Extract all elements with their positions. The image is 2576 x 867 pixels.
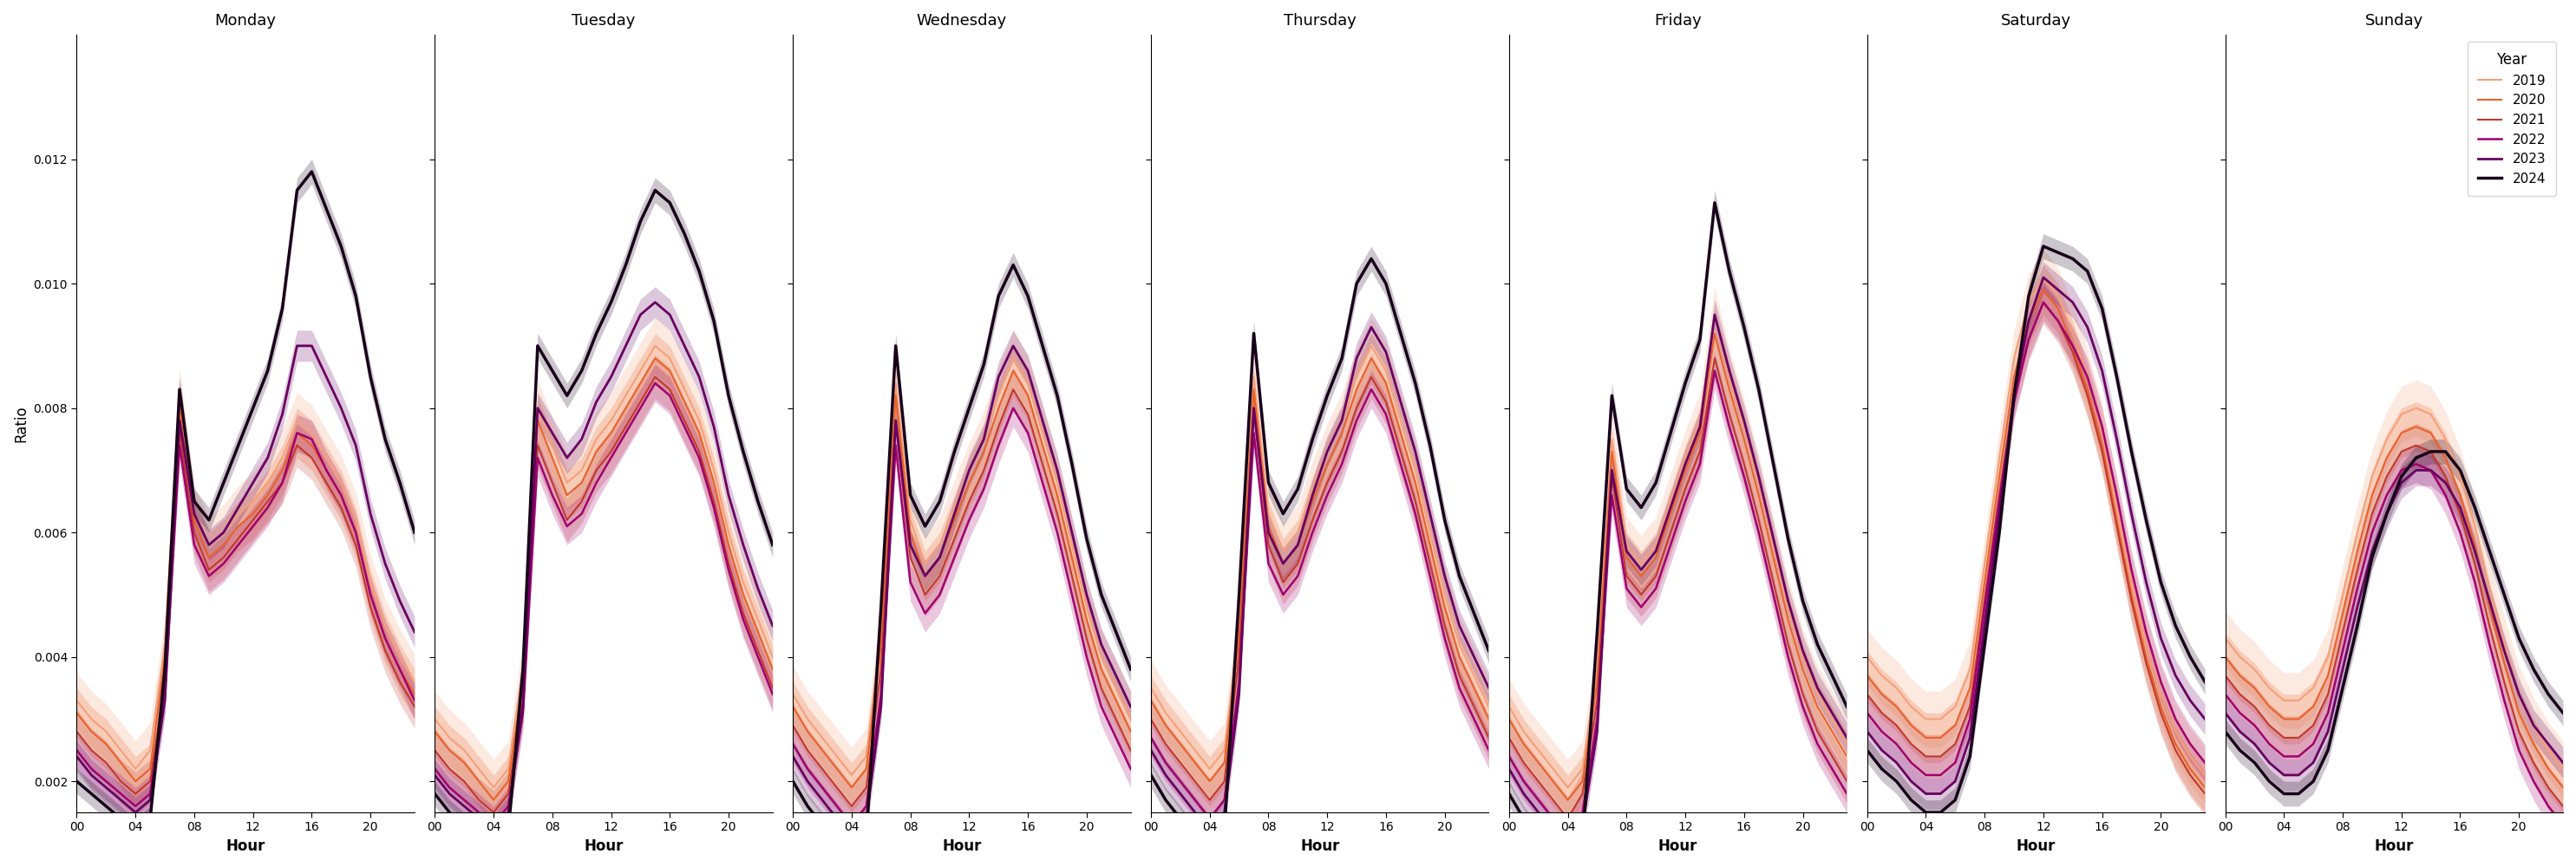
X-axis label: Hour: Hour (1659, 838, 1698, 854)
Title: Monday: Monday (214, 13, 276, 29)
X-axis label: Hour: Hour (227, 838, 265, 854)
X-axis label: Hour: Hour (2375, 838, 2414, 854)
Title: Friday: Friday (1654, 13, 1703, 29)
Title: Thursday: Thursday (1283, 13, 1355, 29)
Title: Sunday: Sunday (2365, 13, 2424, 29)
Title: Saturday: Saturday (2002, 13, 2071, 29)
X-axis label: Hour: Hour (943, 838, 981, 854)
X-axis label: Hour: Hour (1301, 838, 1340, 854)
Title: Tuesday: Tuesday (572, 13, 636, 29)
Legend: 2019, 2020, 2021, 2022, 2023, 2024: 2019, 2020, 2021, 2022, 2023, 2024 (2468, 42, 2555, 196)
X-axis label: Hour: Hour (2017, 838, 2056, 854)
Title: Wednesday: Wednesday (917, 13, 1007, 29)
X-axis label: Hour: Hour (585, 838, 623, 854)
Y-axis label: Ratio: Ratio (13, 405, 28, 442)
